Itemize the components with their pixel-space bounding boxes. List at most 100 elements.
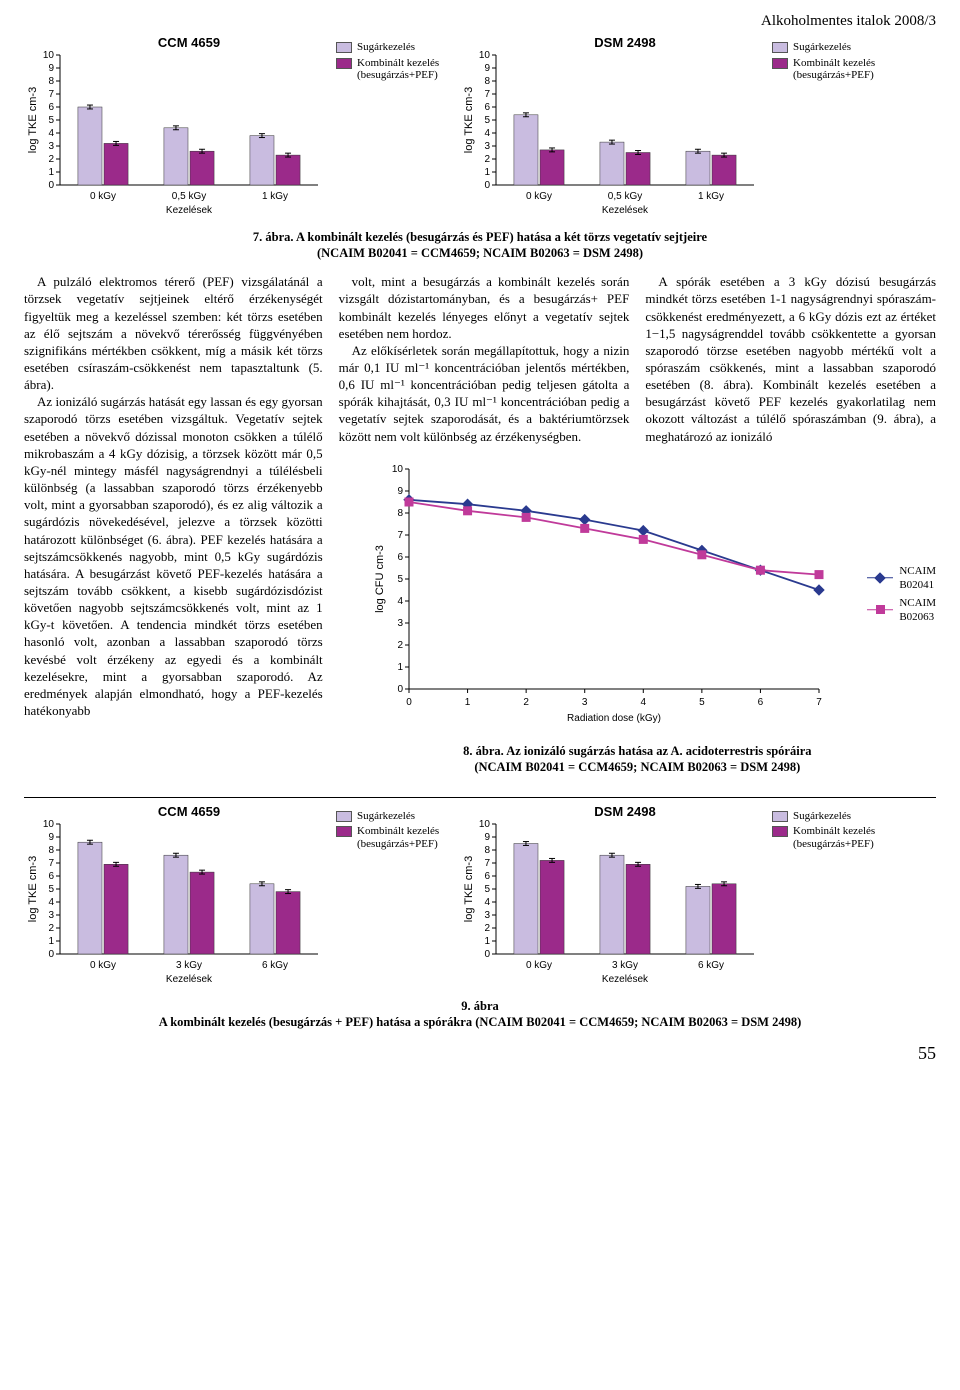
svg-text:0 kGy: 0 kGy (526, 191, 552, 202)
svg-text:log TKE cm-3: log TKE cm-3 (463, 856, 475, 922)
svg-text:7: 7 (48, 858, 54, 869)
svg-text:4: 4 (397, 596, 403, 607)
svg-text:6: 6 (484, 102, 490, 113)
svg-text:10: 10 (43, 50, 55, 61)
swatch-light-icon (772, 42, 788, 53)
svg-text:10: 10 (43, 819, 55, 830)
svg-text:1: 1 (484, 167, 490, 178)
svg-text:Radiation dose (kGy): Radiation dose (kGy) (567, 713, 661, 724)
svg-text:3: 3 (582, 697, 588, 708)
fig8-chart: 01234567891001234567Radiation dose (kGy)… (369, 459, 829, 729)
svg-text:1: 1 (48, 167, 54, 178)
svg-text:6: 6 (397, 552, 403, 563)
svg-text:9: 9 (484, 832, 490, 843)
svg-text:5: 5 (48, 115, 54, 126)
fig9-caption: 9. ábra A kombinált kezelés (besugárzás … (24, 998, 936, 1030)
fig7-caption: 7. ábra. A kombinált kezelés (besugárzás… (24, 229, 936, 261)
svg-text:7: 7 (48, 89, 54, 100)
svg-text:Kezelések: Kezelések (602, 205, 649, 216)
fig8-legend: NCAIMB02041 NCAIMB02063 (867, 564, 936, 624)
svg-text:8: 8 (48, 76, 54, 87)
svg-text:3: 3 (48, 141, 54, 152)
svg-text:10: 10 (479, 50, 491, 61)
fig9-right-chart: DSM 24980123456789100 kGy3 kGy6 kGyKezel… (460, 804, 760, 994)
svg-text:Kezelések: Kezelések (166, 205, 213, 216)
svg-text:6: 6 (48, 102, 54, 113)
svg-text:8: 8 (484, 76, 490, 87)
svg-text:1: 1 (465, 697, 471, 708)
svg-text:0: 0 (48, 949, 54, 960)
svg-text:4: 4 (484, 128, 490, 139)
swatch-dark-icon (772, 58, 788, 69)
svg-text:4: 4 (641, 697, 647, 708)
svg-text:1 kGy: 1 kGy (262, 191, 288, 202)
svg-text:4: 4 (48, 897, 54, 908)
svg-text:9: 9 (48, 63, 54, 74)
svg-text:1: 1 (397, 662, 403, 673)
svg-text:3: 3 (397, 618, 403, 629)
svg-text:7: 7 (816, 697, 822, 708)
svg-text:1 kGy: 1 kGy (698, 191, 724, 202)
swatch-light-icon (336, 811, 352, 822)
svg-text:4: 4 (48, 128, 54, 139)
svg-text:log CFU cm-3: log CFU cm-3 (374, 545, 386, 613)
svg-text:8: 8 (397, 508, 403, 519)
svg-text:10: 10 (392, 464, 404, 475)
legend-item1: Sugárkezelés (357, 41, 415, 54)
legend-item2: Kombinált kezelés(besugárzás+PEF) (793, 57, 875, 82)
svg-text:log TKE cm-3: log TKE cm-3 (27, 87, 39, 153)
fig8-caption: 8. ábra. Az ionizáló sugárzás hatása az … (339, 743, 936, 775)
svg-text:0: 0 (48, 180, 54, 191)
svg-text:8: 8 (48, 845, 54, 856)
svg-text:6: 6 (758, 697, 764, 708)
svg-text:7: 7 (484, 858, 490, 869)
svg-text:1: 1 (48, 936, 54, 947)
svg-text:6: 6 (48, 871, 54, 882)
col1-p2: Az ionizáló sugárzás hatását egy lassan … (24, 393, 323, 719)
svg-text:0: 0 (484, 949, 490, 960)
svg-text:7: 7 (397, 530, 403, 541)
col2-p1: volt, mint a besugárzás a kombinált keze… (339, 273, 630, 342)
svg-text:2: 2 (397, 640, 403, 651)
legend-item1: Sugárkezelés (357, 810, 415, 823)
fig7-left-chart: CCM 46590123456789100 kGy0,5 kGy1 kGyKez… (24, 35, 324, 225)
svg-text:2: 2 (48, 923, 54, 934)
svg-text:5: 5 (484, 884, 490, 895)
legend-item1: Sugárkezelés (793, 810, 851, 823)
svg-text:0,5 kGy: 0,5 kGy (608, 191, 642, 202)
svg-text:CCM 4659: CCM 4659 (158, 804, 220, 819)
svg-text:2: 2 (48, 154, 54, 165)
svg-text:0 kGy: 0 kGy (90, 960, 116, 971)
svg-text:10: 10 (479, 819, 491, 830)
svg-text:6 kGy: 6 kGy (698, 960, 724, 971)
svg-text:5: 5 (699, 697, 705, 708)
column-3: A spórák esetében a 3 kGy dózisú besugár… (645, 273, 936, 445)
swatch-light-icon (336, 42, 352, 53)
swatch-dark-icon (772, 826, 788, 837)
svg-text:2: 2 (523, 697, 529, 708)
column-2: volt, mint a besugárzás a kombinált keze… (339, 273, 630, 445)
svg-text:3: 3 (48, 910, 54, 921)
line-legend-mag: NCAIMB02063 (899, 596, 936, 624)
fig7-right-legend: Sugárkezelés Kombinált kezelés(besugárzá… (768, 35, 888, 88)
svg-text:5: 5 (48, 884, 54, 895)
svg-text:1: 1 (484, 936, 490, 947)
svg-text:0,5 kGy: 0,5 kGy (172, 191, 206, 202)
fig7-row: CCM 46590123456789100 kGy0,5 kGy1 kGyKez… (24, 35, 936, 225)
swatch-light-icon (772, 811, 788, 822)
svg-text:0: 0 (406, 697, 412, 708)
legend-item2: Kombinált kezelés(besugárzás+PEF) (357, 57, 439, 82)
svg-text:DSM 2498: DSM 2498 (594, 804, 655, 819)
svg-text:2: 2 (484, 154, 490, 165)
diamond-marker-icon (867, 572, 893, 584)
svg-text:9: 9 (397, 486, 403, 497)
svg-text:4: 4 (484, 897, 490, 908)
legend-item1: Sugárkezelés (793, 41, 851, 54)
svg-text:log TKE cm-3: log TKE cm-3 (27, 856, 39, 922)
svg-text:log TKE cm-3: log TKE cm-3 (463, 87, 475, 153)
svg-text:3: 3 (484, 910, 490, 921)
col2-p2: Az előkísérletek során megállapítottuk, … (339, 342, 630, 445)
svg-text:0 kGy: 0 kGy (90, 191, 116, 202)
fig9-left-legend: Sugárkezelés Kombinált kezelés(besugárzá… (332, 804, 452, 857)
svg-text:8: 8 (484, 845, 490, 856)
